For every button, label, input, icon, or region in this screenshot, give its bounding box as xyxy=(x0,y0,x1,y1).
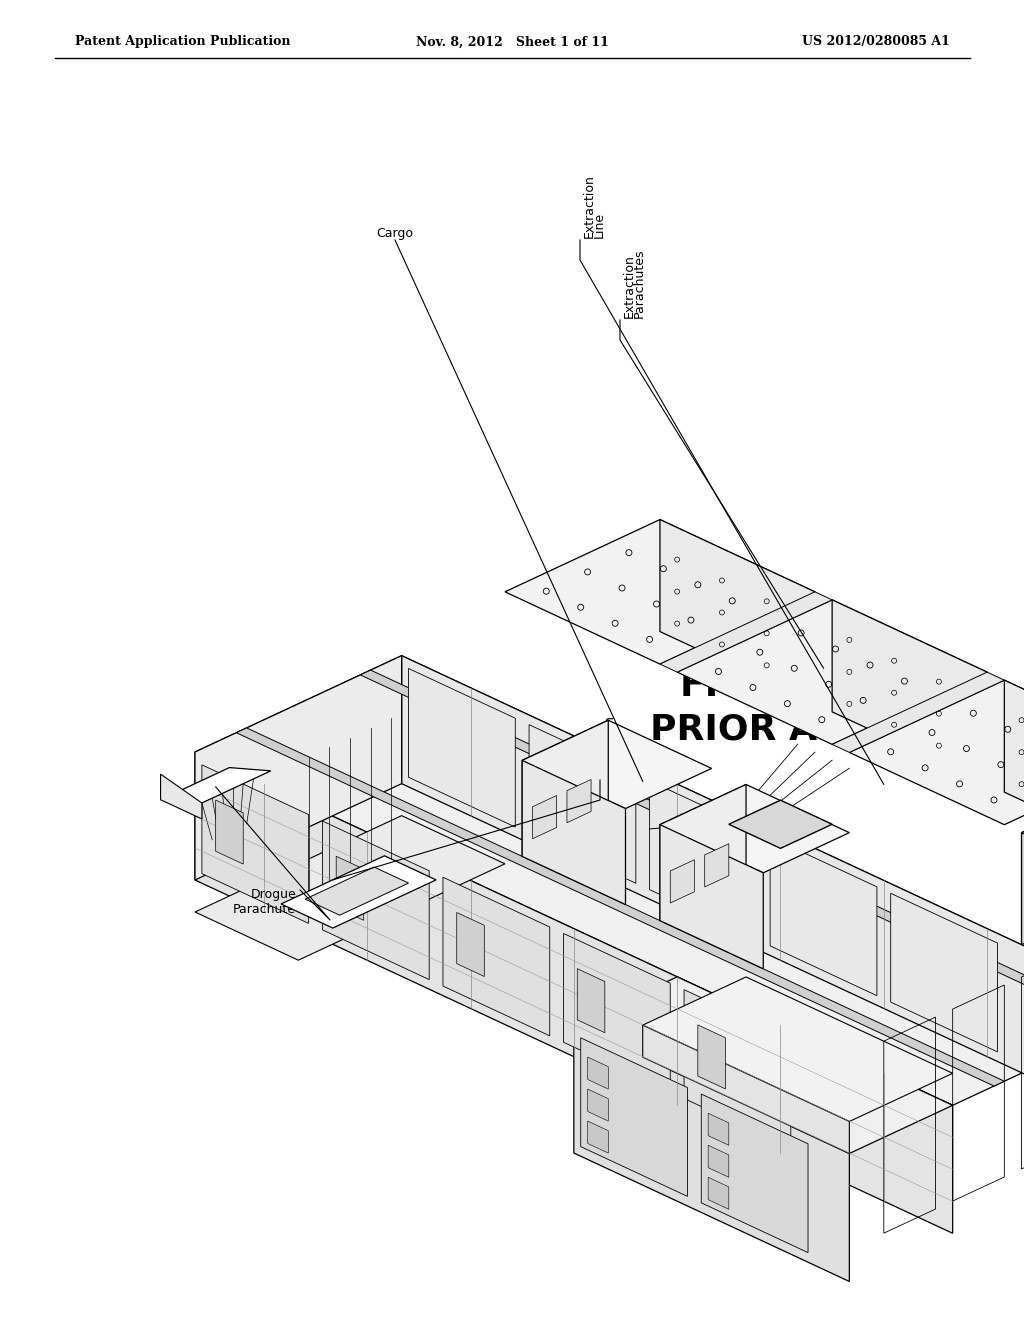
Polygon shape xyxy=(573,977,952,1154)
Polygon shape xyxy=(161,768,270,803)
Polygon shape xyxy=(671,859,694,903)
Polygon shape xyxy=(1005,680,1024,865)
Polygon shape xyxy=(522,760,626,904)
Polygon shape xyxy=(323,821,429,979)
Text: US 2012/0280085 A1: US 2012/0280085 A1 xyxy=(802,36,950,49)
Polygon shape xyxy=(588,1057,608,1089)
Polygon shape xyxy=(195,656,1024,1105)
Polygon shape xyxy=(659,591,833,672)
Text: Extraction: Extraction xyxy=(623,255,636,318)
Polygon shape xyxy=(532,796,557,838)
Polygon shape xyxy=(684,990,791,1148)
Polygon shape xyxy=(578,969,605,1032)
Polygon shape xyxy=(729,800,833,849)
Polygon shape xyxy=(563,933,671,1092)
Polygon shape xyxy=(505,520,815,664)
Polygon shape xyxy=(833,599,987,784)
Polygon shape xyxy=(443,878,550,1036)
Polygon shape xyxy=(529,725,636,883)
Text: FIG. 1: FIG. 1 xyxy=(680,668,800,702)
Polygon shape xyxy=(581,1038,687,1196)
Polygon shape xyxy=(833,672,1005,752)
Polygon shape xyxy=(849,680,1024,825)
Polygon shape xyxy=(701,1094,808,1253)
Text: Parachutes: Parachutes xyxy=(633,248,646,318)
Polygon shape xyxy=(659,825,763,969)
Polygon shape xyxy=(195,752,952,1233)
Polygon shape xyxy=(202,764,308,924)
Polygon shape xyxy=(770,837,877,995)
Text: Link: Link xyxy=(613,752,626,777)
Polygon shape xyxy=(643,1026,849,1154)
Polygon shape xyxy=(677,599,987,744)
Polygon shape xyxy=(1022,752,1024,846)
Polygon shape xyxy=(237,727,1005,1086)
Polygon shape xyxy=(659,520,815,704)
Polygon shape xyxy=(573,1026,849,1282)
Polygon shape xyxy=(522,721,608,857)
Text: Cargo: Cargo xyxy=(377,227,414,240)
Polygon shape xyxy=(659,784,849,873)
Polygon shape xyxy=(401,656,1024,1137)
Polygon shape xyxy=(195,656,401,880)
Polygon shape xyxy=(1022,760,1024,945)
Polygon shape xyxy=(709,1146,729,1177)
Polygon shape xyxy=(643,977,952,1122)
Polygon shape xyxy=(588,1121,608,1154)
Polygon shape xyxy=(360,671,1024,1028)
Polygon shape xyxy=(282,855,436,928)
Polygon shape xyxy=(409,668,515,828)
Polygon shape xyxy=(659,784,746,920)
Polygon shape xyxy=(891,894,997,1052)
Polygon shape xyxy=(336,857,364,920)
Polygon shape xyxy=(588,1089,608,1121)
Polygon shape xyxy=(705,843,729,887)
Text: Drogue
Parachute: Drogue Parachute xyxy=(233,888,296,916)
Text: PRIOR ART: PRIOR ART xyxy=(650,713,868,747)
Polygon shape xyxy=(567,780,591,822)
Polygon shape xyxy=(709,1113,729,1146)
Polygon shape xyxy=(709,1177,729,1209)
Text: Line: Line xyxy=(593,213,606,238)
Polygon shape xyxy=(522,721,712,809)
Text: Extraction: Extraction xyxy=(603,714,616,777)
Polygon shape xyxy=(195,816,505,960)
Polygon shape xyxy=(305,867,409,915)
Polygon shape xyxy=(649,781,757,940)
Polygon shape xyxy=(161,774,202,818)
Text: Patent Application Publication: Patent Application Publication xyxy=(75,36,291,49)
Text: Nov. 8, 2012   Sheet 1 of 11: Nov. 8, 2012 Sheet 1 of 11 xyxy=(416,36,608,49)
Polygon shape xyxy=(216,800,244,865)
Text: Extraction: Extraction xyxy=(583,174,596,238)
Polygon shape xyxy=(697,1024,725,1089)
Polygon shape xyxy=(457,912,484,977)
